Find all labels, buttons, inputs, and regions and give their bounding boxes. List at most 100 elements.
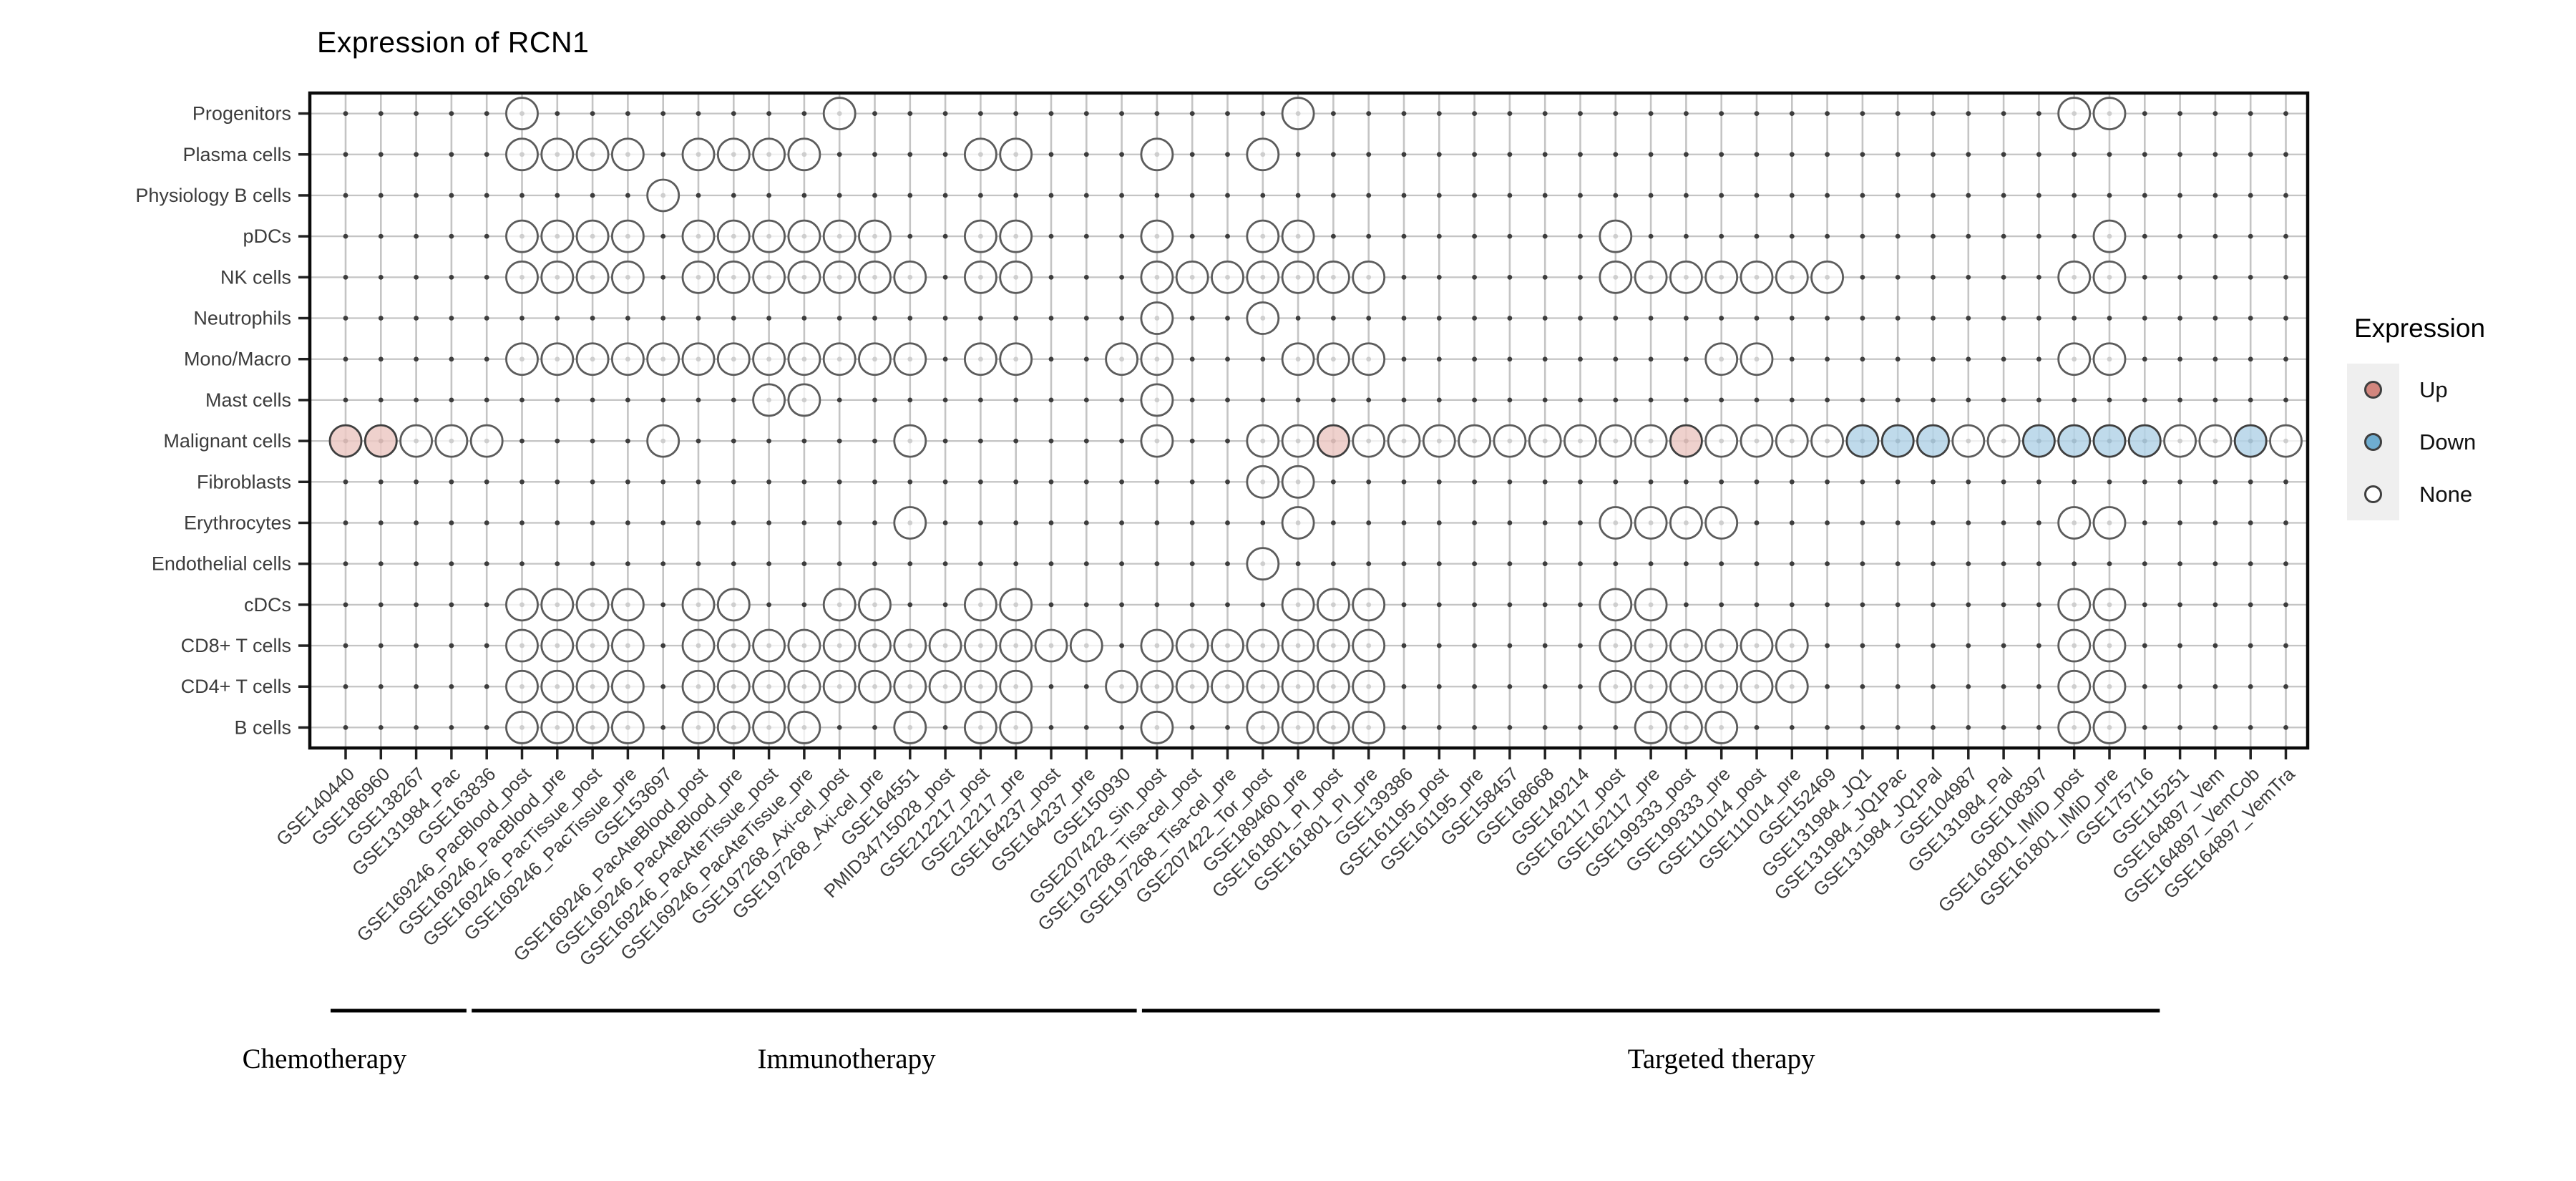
grid-intersection-dot [343,397,348,403]
y-axis-label: Malignant cells [163,430,291,452]
grid-intersection-dot [1613,397,1619,403]
grid-intersection-dot [942,561,948,567]
grid-intersection-dot [2142,193,2147,198]
grid-intersection-dot [2212,397,2218,403]
grid-intersection-dot [1436,233,1442,239]
grid-intersection-dot [1648,356,1654,362]
expression-dot-none [1105,342,1138,376]
grid-intersection-dot [1789,152,1795,157]
grid-intersection-dot [343,684,348,689]
grid-intersection-dot [1825,684,1830,689]
grid-intersection-dot [1119,438,1124,444]
grid-intersection-dot [449,602,454,608]
grid-intersection-dot [1542,602,1548,608]
grid-intersection-dot [978,316,983,321]
grid-intersection-dot [1189,193,1195,198]
grid-intersection-dot [2142,561,2147,567]
grid-intersection-dot [2283,316,2288,321]
grid-intersection-dot [1013,438,1019,444]
grid-intersection-dot [1048,152,1054,157]
grid-intersection-dot [978,397,983,403]
expression-dot-none [1387,424,1421,458]
grid-intersection-dot [872,725,877,730]
grid-intersection-dot [2248,233,2253,239]
grid-intersection-dot [1789,193,1795,198]
grid-intersection-dot [872,438,877,444]
expression-dot-none [575,260,610,294]
grid-intersection-dot [1895,643,1901,648]
legend-label-up: Up [2419,376,2448,402]
grid-intersection-dot [1895,684,1901,689]
up-dot-icon [2364,381,2382,399]
grid-intersection-dot [2212,111,2218,116]
grid-intersection-dot [1825,397,1830,403]
grid-intersection-dot [1931,479,1936,485]
expression-dot-none [1669,711,1703,744]
grid-intersection-dot [378,520,384,525]
grid-intersection-dot [590,397,595,403]
grid-intersection-dot [942,479,948,485]
legend-title: Expression [2354,314,2486,343]
expression-dot-none [858,588,892,622]
grid-intersection-dot [1860,316,1865,321]
grid-intersection-dot [1789,520,1795,525]
grid-intersection-dot [1825,725,1830,730]
expression-dot-none [2092,97,2127,130]
grid-intersection-dot [2072,561,2077,567]
grid-intersection-dot [836,561,842,567]
grid-intersection-dot [660,684,666,689]
grid-intersection-dot [1966,356,1971,362]
grid-intersection-dot [484,520,489,525]
grid-intersection-dot [2177,111,2183,116]
grid-intersection-dot [449,233,454,239]
grid-intersection-dot [660,561,666,567]
grid-intersection-dot [1613,561,1619,567]
grid-intersection-dot [942,356,948,362]
grid-intersection-dot [872,561,877,567]
expression-dot-none [999,628,1033,663]
expression-dot-none [505,260,539,294]
grid-intersection-dot [872,520,877,525]
grid-intersection-dot [378,193,384,198]
grid-intersection-dot [2036,274,2041,280]
grid-intersection-dot [2107,397,2112,403]
grid-intersection-dot [1578,316,1583,321]
grid-intersection-dot [872,193,877,198]
grid-intersection-dot [1613,725,1619,730]
expression-dot-none [999,342,1033,376]
grid-intersection-dot [1366,233,1372,239]
expression-dot-none [540,711,575,744]
grid-intersection-dot [1331,479,1336,485]
expression-dot-down [2127,424,2162,458]
grid-intersection-dot [801,479,807,485]
expression-dot-none [1704,506,1739,540]
grid-intersection-dot [2283,274,2288,280]
expression-dot-none [964,588,997,622]
expression-dot-up [328,424,363,458]
grid-intersection-dot [1013,520,1019,525]
grid-intersection-dot [484,274,489,280]
grid-intersection-dot [1401,643,1407,648]
expression-dot-down [1880,424,1915,458]
expression-dot-none [1740,669,1774,704]
grid-intersection-dot [449,111,454,116]
grid-intersection-dot [343,111,348,116]
grid-intersection-dot [625,520,630,525]
grid-intersection-dot [766,316,771,321]
expression-dot-none [1317,711,1350,744]
expression-dot-none [1740,424,1774,458]
expression-dot-none [1599,628,1633,663]
expression-dot-none [999,669,1033,704]
grid-intersection-dot [1507,479,1513,485]
grid-intersection-dot [1083,356,1089,362]
grid-intersection-dot [1472,356,1478,362]
grid-intersection-dot [414,193,419,198]
grid-intersection-dot [1895,111,1901,116]
grid-intersection-dot [1860,397,1865,403]
grid-intersection-dot [1366,561,1372,567]
expression-dot-none [893,711,927,744]
grid-intersection-dot [449,561,454,567]
grid-intersection-dot [343,725,348,730]
grid-intersection-dot [1401,274,1407,280]
grid-intersection-dot [1225,356,1230,362]
